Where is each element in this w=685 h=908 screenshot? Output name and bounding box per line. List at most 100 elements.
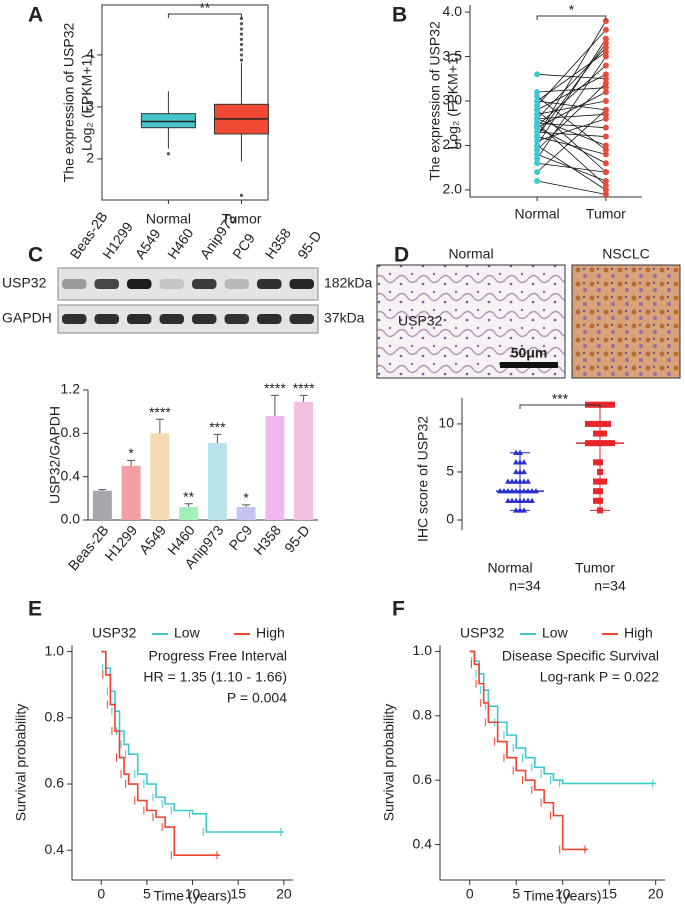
lane-label: H358 (262, 225, 294, 262)
point (602, 146, 609, 153)
legend-label: Low (174, 625, 201, 641)
scale-bar (500, 362, 558, 368)
y-tick-label: 4 (86, 46, 94, 62)
x-tick-sublabel: n=34 (594, 578, 626, 594)
point (534, 133, 541, 140)
point (593, 478, 599, 485)
annotation: Progress Free Interval (149, 648, 288, 664)
outlier (239, 37, 244, 41)
y-tick-label: 1.0 (45, 642, 65, 658)
pair-line (536, 109, 607, 173)
y-axis-label: Log₂ (FPKM+1) (79, 54, 95, 151)
x-tick-label: Tumor (221, 211, 261, 227)
significance-label: *** (209, 419, 226, 435)
point (534, 142, 541, 149)
x-tick-label: 0 (97, 886, 105, 902)
blot-band (62, 279, 87, 289)
point (534, 106, 541, 113)
point (602, 142, 609, 149)
error-bar (213, 433, 222, 444)
significance-bracket (519, 404, 601, 409)
point (602, 53, 609, 60)
pair-line (536, 96, 607, 151)
ihc-image (376, 264, 566, 379)
point (602, 133, 609, 140)
panel-label: B (392, 4, 407, 27)
pair-line (536, 65, 607, 127)
axes (71, 645, 293, 881)
pair-line (536, 91, 607, 129)
point (602, 18, 609, 24)
significance-label: * (243, 490, 249, 506)
x-tick-label: 10 (185, 886, 201, 902)
image-title: NSCLC (602, 246, 649, 262)
point (509, 478, 515, 484)
significance-bracket (536, 15, 607, 20)
outlier (239, 16, 244, 21)
blot-band (224, 314, 249, 324)
point (534, 111, 541, 118)
x-tick-sublabel: n=34 (509, 578, 541, 594)
x-tick-label: H358 (250, 522, 284, 558)
point (525, 478, 531, 484)
blot-band (159, 279, 184, 289)
point (534, 160, 541, 167)
point (513, 468, 519, 475)
x-tick-label: 15 (601, 886, 617, 902)
outlier (166, 152, 170, 156)
image-title: Normal (448, 246, 493, 262)
point (602, 160, 609, 167)
blot-band (224, 279, 249, 289)
plot-frame (101, 4, 269, 201)
point (513, 497, 519, 503)
y-tick-label: 1.0 (413, 642, 433, 658)
significance-label: * (569, 2, 575, 18)
point (593, 430, 599, 437)
point (505, 497, 511, 503)
bar (179, 507, 199, 520)
significance-label: ** (183, 488, 194, 504)
y-tick-label: 0.8 (45, 709, 65, 725)
panel-label: A (28, 4, 43, 27)
point (602, 169, 609, 176)
point (602, 115, 609, 122)
blot-band (192, 279, 217, 289)
box (140, 113, 196, 129)
y-axis-label: USP32/GAPDH (47, 406, 63, 504)
y-tick-label: 5 (446, 463, 454, 479)
point (602, 98, 609, 104)
annotation: HR = 1.35 (1.10 - 1.66) (143, 669, 287, 685)
outlier (239, 42, 244, 47)
point (593, 497, 599, 504)
point (601, 430, 607, 437)
y-tick-label: 4.0 (443, 3, 463, 19)
error-bar (270, 394, 279, 416)
point (534, 169, 541, 176)
survival-curve (469, 650, 588, 851)
pair-line (536, 42, 607, 137)
point (534, 151, 541, 158)
point (534, 120, 541, 127)
x-tick-label: Normal (146, 211, 191, 227)
y-tick-label: 0.4 (45, 841, 65, 857)
point (602, 178, 609, 184)
outlier (239, 27, 244, 31)
bar (294, 401, 314, 520)
point (602, 40, 609, 47)
significance-label: ** (199, 0, 210, 16)
significance-label: **** (264, 380, 286, 396)
error-bar (299, 394, 308, 402)
y-tick-label: 0.6 (413, 771, 433, 787)
point (513, 478, 519, 484)
survival-curve (101, 650, 220, 856)
pair-line (536, 73, 607, 111)
lane-label: A549 (132, 226, 164, 262)
point (525, 497, 531, 503)
bar (121, 465, 141, 520)
panel-label: C (28, 244, 43, 267)
blot-band (192, 314, 217, 324)
y-tick-label: 1.2 (61, 381, 81, 397)
annotation: Disease Specific Survival (502, 648, 659, 664)
y-tick-label: 0 (446, 511, 454, 527)
